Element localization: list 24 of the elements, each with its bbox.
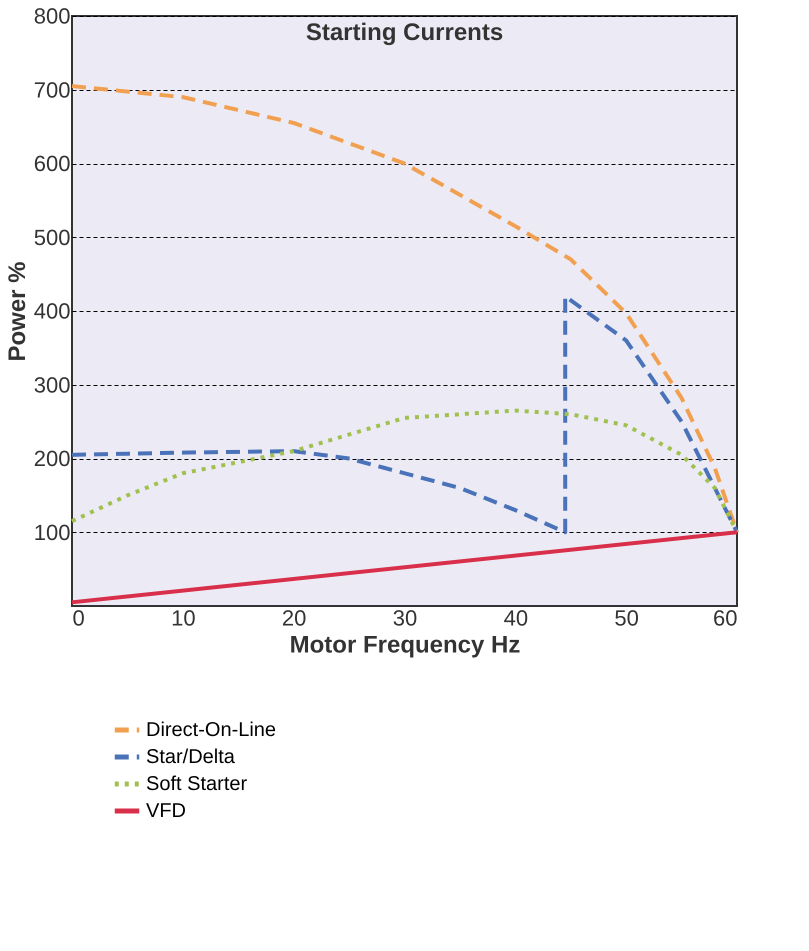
y-tick-label: 300	[34, 372, 70, 398]
x-tick-label: 10	[171, 606, 196, 630]
legend-label: Star/Delta	[146, 746, 236, 768]
y-axis-title: Power %	[4, 261, 31, 362]
y-tick-label: 100	[34, 520, 70, 545]
y-tick-label: 600	[34, 151, 70, 176]
x-tick-label: 50	[614, 606, 639, 630]
y-tick-label: 800	[34, 4, 70, 28]
x-tick-label: 20	[282, 606, 306, 630]
y-tick-label: 500	[34, 224, 70, 250]
x-axis-title: Motor Frequency Hz	[290, 632, 520, 658]
x-tick-label: 0	[72, 606, 85, 630]
chart-title: Starting Currents	[306, 19, 504, 46]
x-tick-label: 30	[392, 606, 418, 630]
legend-label: Direct-On-Line	[146, 719, 276, 741]
x-tick-label: 40	[504, 606, 528, 630]
legend-label: VFD	[146, 800, 186, 822]
y-tick-label: 200	[34, 446, 70, 471]
y-tick-label: 700	[34, 77, 70, 102]
line-series	[70, 84, 739, 534]
y-tick-label: 400	[34, 298, 70, 324]
line-series	[70, 408, 739, 534]
legend-label: Soft Starter	[146, 773, 248, 795]
x-tick-label: 60	[713, 606, 738, 630]
